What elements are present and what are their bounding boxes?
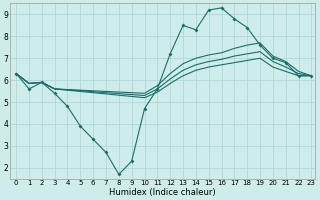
X-axis label: Humidex (Indice chaleur): Humidex (Indice chaleur) [109, 188, 216, 197]
